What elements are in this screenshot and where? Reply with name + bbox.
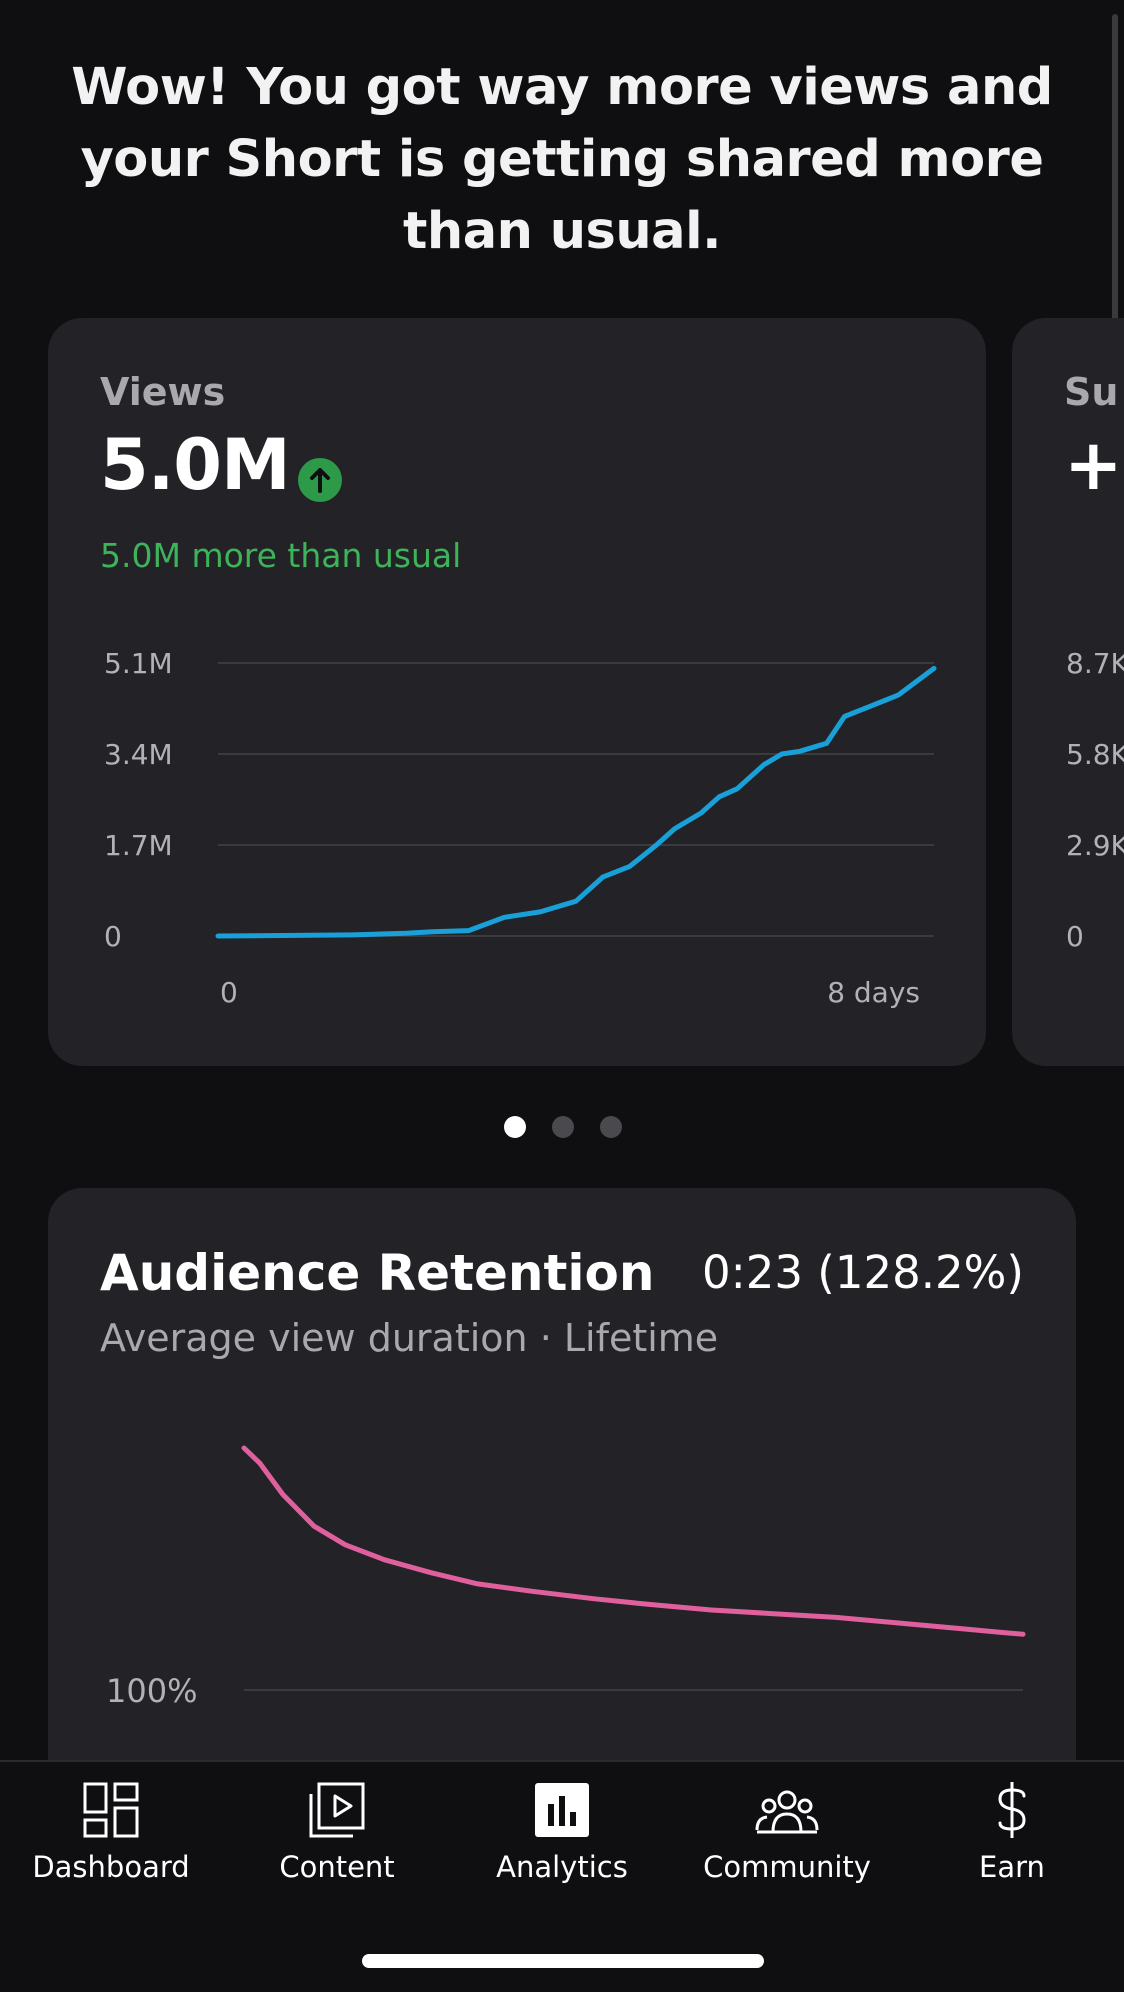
views-value: 5.0M xyxy=(100,424,291,506)
community-icon xyxy=(755,1790,819,1834)
card-pager xyxy=(0,1112,1124,1142)
nav-content-label: Content xyxy=(279,1850,395,1884)
views-y-tick: 5.1M xyxy=(104,647,173,680)
nav-analytics-label: Analytics xyxy=(496,1850,628,1884)
views-y-tick: 1.7M xyxy=(104,829,173,862)
arrow-up-icon xyxy=(298,458,342,502)
retention-subtitle: Average view duration · Lifetime xyxy=(100,1316,719,1360)
headline: Wow! You got way more views and your Sho… xyxy=(71,58,1053,261)
content-icon xyxy=(309,1782,365,1838)
views-y-tick: 0 xyxy=(104,920,122,953)
retention-series-line xyxy=(241,1445,1026,1637)
views-delta: 5.0M more than usual xyxy=(100,536,462,575)
nav-dashboard[interactable]: Dashboard xyxy=(11,1780,211,1884)
subscribers-y-tick: 8.7K xyxy=(1066,647,1124,680)
nav-earn-label: Earn xyxy=(979,1850,1045,1884)
retention-value: 0:23 (128.2%) xyxy=(701,1246,1024,1299)
nav-community[interactable]: Community xyxy=(687,1780,887,1884)
bottom-nav: Dashboard Content Analytics xyxy=(0,1760,1124,1992)
views-chart: 0 1.7M 3.4M 5.1M 0 8 days xyxy=(104,647,937,1009)
retention-title: Audience Retention xyxy=(100,1244,655,1302)
subscribers-chart: 8.7K 5.8K 2.9K 0 xyxy=(1066,647,1124,953)
nav-content[interactable]: Content xyxy=(237,1780,437,1884)
retention-y-tick: 100% xyxy=(106,1672,197,1710)
nav-earn[interactable]: Earn xyxy=(912,1780,1112,1884)
nav-community-label: Community xyxy=(703,1850,871,1884)
home-indicator[interactable] xyxy=(362,1954,764,1968)
nav-analytics[interactable]: Analytics xyxy=(462,1780,662,1884)
views-y-tick: 3.4M xyxy=(104,738,173,771)
subscribers-label: Su xyxy=(1064,370,1119,414)
subscribers-y-tick: 0 xyxy=(1066,920,1084,953)
subscribers-y-tick: 2.9K xyxy=(1066,829,1124,862)
pager-dot[interactable] xyxy=(600,1116,622,1138)
views-x-tick: 0 xyxy=(220,976,238,1009)
analytics-icon xyxy=(535,1783,589,1837)
views-label: Views xyxy=(100,370,226,414)
subscribers-card[interactable]: Su +8 8.7K 5.8K 2.9K 0 xyxy=(1012,318,1124,1066)
views-series-line xyxy=(215,665,937,939)
subscribers-value: +8 xyxy=(1064,424,1124,506)
views-x-tick: 8 days xyxy=(827,976,920,1009)
retention-chart: 100% xyxy=(106,1445,1026,1710)
subscribers-y-tick: 5.8K xyxy=(1066,738,1124,771)
pager-dot[interactable] xyxy=(552,1116,574,1138)
nav-dashboard-label: Dashboard xyxy=(32,1850,190,1884)
dashboard-icon xyxy=(83,1782,139,1838)
pager-dot[interactable] xyxy=(504,1116,526,1138)
earn-icon xyxy=(998,1782,1026,1838)
views-card[interactable]: Views 5.0M 5.0M more than usual 0 1.7M 3.4… xyxy=(48,318,986,1066)
